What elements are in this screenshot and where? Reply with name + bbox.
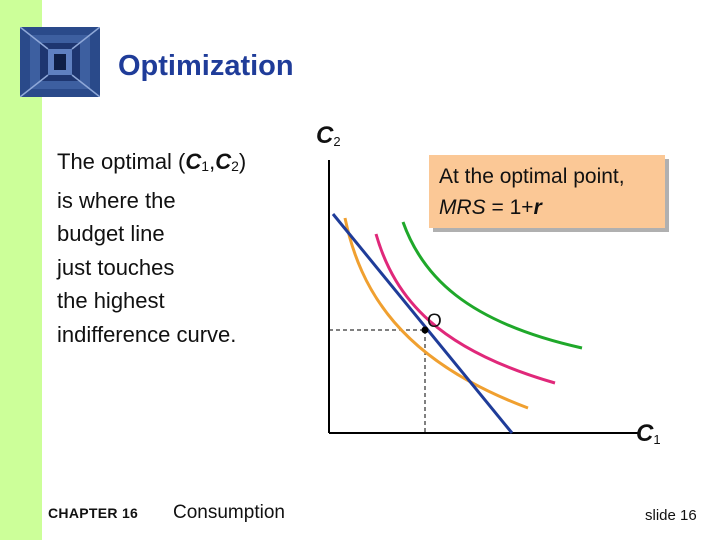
mrs-callout: At the optimal point, MRS = 1+r: [429, 155, 665, 228]
body-line-6: indifference curve.: [57, 321, 237, 347]
body-line-1: The optimal (C1,C2): [57, 145, 317, 184]
c2-subscript: 2: [231, 158, 239, 174]
x-axis-label: C1: [636, 420, 661, 448]
footer-chapter: CHAPTER 16: [48, 505, 139, 521]
y-axis-label: C2: [316, 122, 341, 150]
body-line-5: the highest: [57, 288, 165, 313]
body-line-2: is where the: [57, 187, 176, 213]
footer-topic: Consumption: [173, 502, 285, 523]
x-axis-variable: C: [636, 420, 654, 447]
y-axis-subscript: 2: [333, 134, 341, 149]
y-axis-variable: C: [316, 122, 334, 149]
body-line-1-prefix: The optimal (: [57, 149, 186, 174]
interest-rate-term: r: [533, 196, 542, 219]
body-line-3: budget line: [57, 221, 165, 246]
c2-variable: C: [215, 149, 232, 174]
c1-variable: C: [185, 149, 202, 174]
callout-line-1: At the optimal point,: [439, 165, 625, 188]
body-line-4: just touches: [57, 254, 175, 280]
body-text: The optimal (C1,C2) is where the budget …: [57, 145, 317, 351]
tunnel-logo-icon: [20, 27, 100, 97]
x-axis-subscript: 1: [653, 432, 661, 447]
comma: ,: [209, 149, 216, 174]
footer-slide-number: slide 16: [645, 507, 697, 524]
indifference-curve-high: [401, 221, 583, 350]
slide-title: Optimization: [118, 50, 294, 82]
indifference-curve-low: [343, 217, 529, 410]
budget-line: [331, 213, 514, 434]
optimal-point: [421, 326, 429, 334]
mrs-term: MRS: [439, 196, 486, 219]
c1-subscript: 1: [201, 158, 210, 174]
body-line-1-suffix: ): [238, 149, 247, 174]
indifference-curve-mid: [374, 233, 556, 385]
equals-term: = 1+: [485, 196, 534, 219]
callout-line-2: MRS = 1+r: [439, 192, 665, 223]
optimal-point-label: O: [427, 311, 442, 332]
